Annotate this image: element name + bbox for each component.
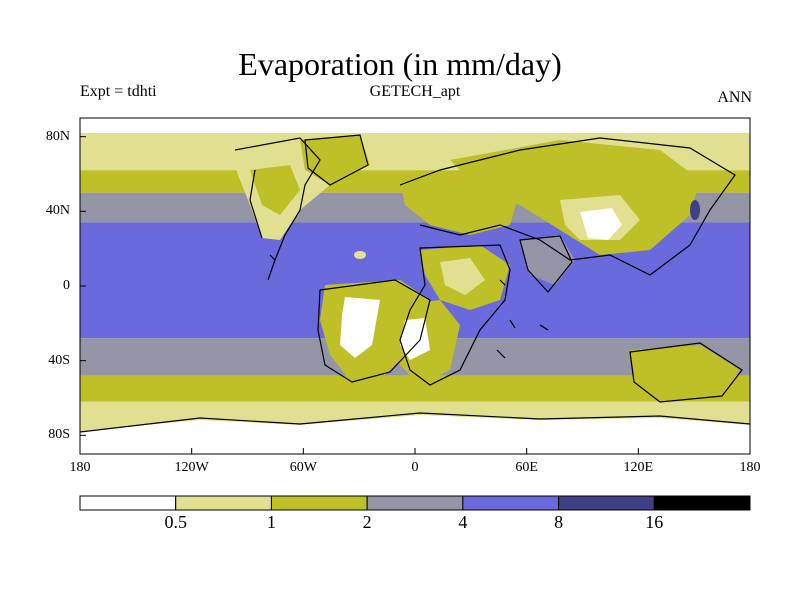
colorbar-label: 0.5 <box>164 512 187 532</box>
lat-tick-label: 40S <box>48 352 70 368</box>
lon-tick-label: 180 <box>69 460 91 475</box>
coast-south-america <box>317 279 431 383</box>
coast-africa <box>399 244 511 386</box>
field-layer <box>80 118 750 454</box>
north-america-low <box>250 165 300 215</box>
north-africa-dry <box>440 258 485 295</box>
colorbar-label: 4 <box>458 512 468 532</box>
colorbar-swatch <box>366 495 464 511</box>
coast-north-america <box>234 137 321 281</box>
period-label: ANN <box>717 89 752 106</box>
asia-field <box>450 140 700 255</box>
lat-tick-label: 80N <box>45 128 70 144</box>
colorbar-swatch <box>270 495 368 511</box>
antarctic-margin <box>80 415 750 454</box>
coastlines <box>80 134 750 433</box>
colorbar-label: 2 <box>362 512 372 532</box>
experiment-label: Expt = tdhti <box>80 83 157 100</box>
zonal-band-0 <box>80 118 750 133</box>
colorbar-swatch <box>653 495 751 511</box>
lon-tick-label: 60E <box>515 460 538 475</box>
coast-greenland <box>304 134 369 186</box>
coast-india <box>519 235 573 293</box>
india-field <box>520 235 575 285</box>
colorbar-swatch <box>175 495 272 511</box>
australia-field <box>630 345 740 400</box>
lat-tick-label: 0 <box>63 278 70 293</box>
colorbar-swatch <box>462 495 560 511</box>
coast-eurasia <box>399 137 736 276</box>
colorbar-swatch <box>558 495 655 511</box>
pacific-maximum <box>690 200 700 220</box>
lon-tick-label: 180 <box>739 460 761 475</box>
coast-antarctica <box>80 412 750 433</box>
lat-tick-label: 40N <box>45 203 70 219</box>
colorbar-swatch <box>79 495 177 511</box>
lat-tick-label: 80S <box>48 427 70 443</box>
lon-tick-label: 60W <box>289 460 317 475</box>
south-america-desert <box>340 297 380 358</box>
colorbar <box>79 495 751 511</box>
colorbar-label: 16 <box>645 512 664 532</box>
land-patches <box>80 135 750 454</box>
tick-marks <box>79 136 751 454</box>
atlantic-maximum <box>354 251 366 259</box>
coast-australia <box>629 342 743 403</box>
dataset-label: GETECH_apt <box>369 83 461 100</box>
colorbar-label: 1 <box>266 512 276 532</box>
lon-tick-label: 0 <box>411 460 419 475</box>
lon-tick-label: 120E <box>623 460 654 475</box>
colorbar-label: 8 <box>554 512 564 532</box>
coast-islands <box>269 254 549 359</box>
map-title: Evaporation (in mm/day) <box>238 46 562 82</box>
lon-tick-label: 120W <box>174 460 209 475</box>
central-asia-desert <box>580 208 622 240</box>
